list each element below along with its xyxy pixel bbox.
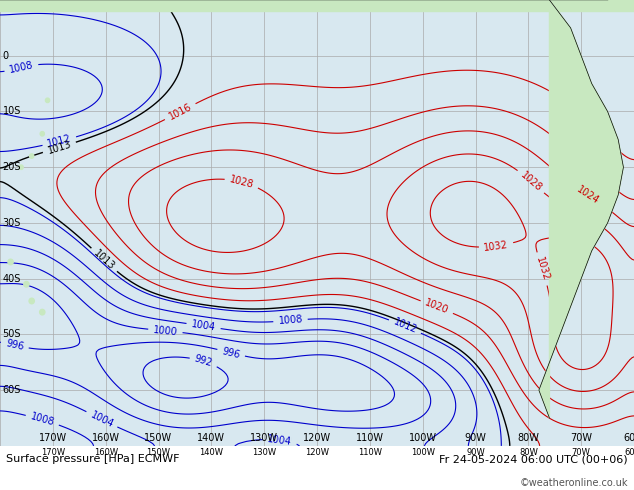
Text: 130W: 130W [250, 433, 278, 443]
Text: 120W: 120W [303, 433, 331, 443]
Text: 50S: 50S [3, 329, 21, 340]
Text: 1032: 1032 [483, 240, 509, 252]
Text: 1032: 1032 [534, 256, 551, 282]
Text: 90W: 90W [466, 448, 485, 457]
Text: 110W: 110W [358, 448, 382, 457]
Text: 1004: 1004 [191, 319, 216, 333]
Text: 1016: 1016 [167, 101, 193, 122]
Text: 140W: 140W [199, 448, 223, 457]
Text: 20S: 20S [3, 162, 21, 172]
Text: 170W: 170W [39, 433, 67, 443]
Text: 1024: 1024 [574, 184, 600, 206]
Text: 1012: 1012 [46, 134, 72, 149]
Text: 1000: 1000 [153, 325, 178, 337]
Text: 90W: 90W [465, 433, 486, 443]
Text: 80W: 80W [517, 433, 540, 443]
Text: 996: 996 [221, 346, 242, 360]
Circle shape [29, 298, 34, 304]
Text: 150W: 150W [145, 433, 172, 443]
Text: 60W: 60W [623, 433, 634, 443]
Text: 150W: 150W [146, 448, 171, 457]
Text: Fr 24-05-2024 06:00 UTC (00+06): Fr 24-05-2024 06:00 UTC (00+06) [439, 454, 628, 464]
Circle shape [46, 98, 49, 102]
Text: 1004: 1004 [89, 410, 115, 429]
Circle shape [24, 281, 29, 287]
Text: 0: 0 [3, 51, 9, 61]
Text: 1020: 1020 [424, 298, 450, 316]
Text: 60S: 60S [3, 385, 21, 395]
Text: 70W: 70W [570, 433, 592, 443]
Circle shape [8, 259, 13, 265]
Text: 170W: 170W [41, 448, 65, 457]
Text: 140W: 140W [197, 433, 225, 443]
Text: 160W: 160W [94, 448, 118, 457]
Circle shape [40, 131, 44, 136]
Text: 80W: 80W [519, 448, 538, 457]
Text: 1028: 1028 [519, 170, 543, 194]
Text: 100W: 100W [411, 448, 435, 457]
Text: 1008: 1008 [8, 60, 34, 74]
Circle shape [30, 154, 34, 158]
Text: ©weatheronline.co.uk: ©weatheronline.co.uk [519, 478, 628, 489]
Text: 10S: 10S [3, 106, 21, 117]
Text: 70W: 70W [572, 448, 591, 457]
Text: 120W: 120W [305, 448, 329, 457]
Polygon shape [539, 0, 623, 418]
Text: 40S: 40S [3, 274, 21, 284]
Text: 160W: 160W [92, 433, 120, 443]
Text: 60W: 60W [624, 448, 634, 457]
Text: Surface pressure [HPa] ECMWF: Surface pressure [HPa] ECMWF [6, 454, 180, 464]
Text: 1013: 1013 [46, 139, 72, 156]
Text: 100W: 100W [409, 433, 437, 443]
Text: 130W: 130W [252, 448, 276, 457]
Text: 992: 992 [193, 354, 214, 369]
Text: 1013: 1013 [92, 248, 117, 272]
Text: 1028: 1028 [228, 174, 255, 190]
Circle shape [19, 165, 23, 170]
Circle shape [39, 309, 45, 315]
Text: 110W: 110W [356, 433, 384, 443]
Text: 1012: 1012 [392, 317, 418, 336]
Text: 1004: 1004 [267, 434, 293, 447]
Text: 30S: 30S [3, 218, 21, 228]
Text: 1008: 1008 [29, 412, 56, 428]
Text: 996: 996 [5, 338, 25, 352]
Text: 1008: 1008 [278, 315, 303, 326]
